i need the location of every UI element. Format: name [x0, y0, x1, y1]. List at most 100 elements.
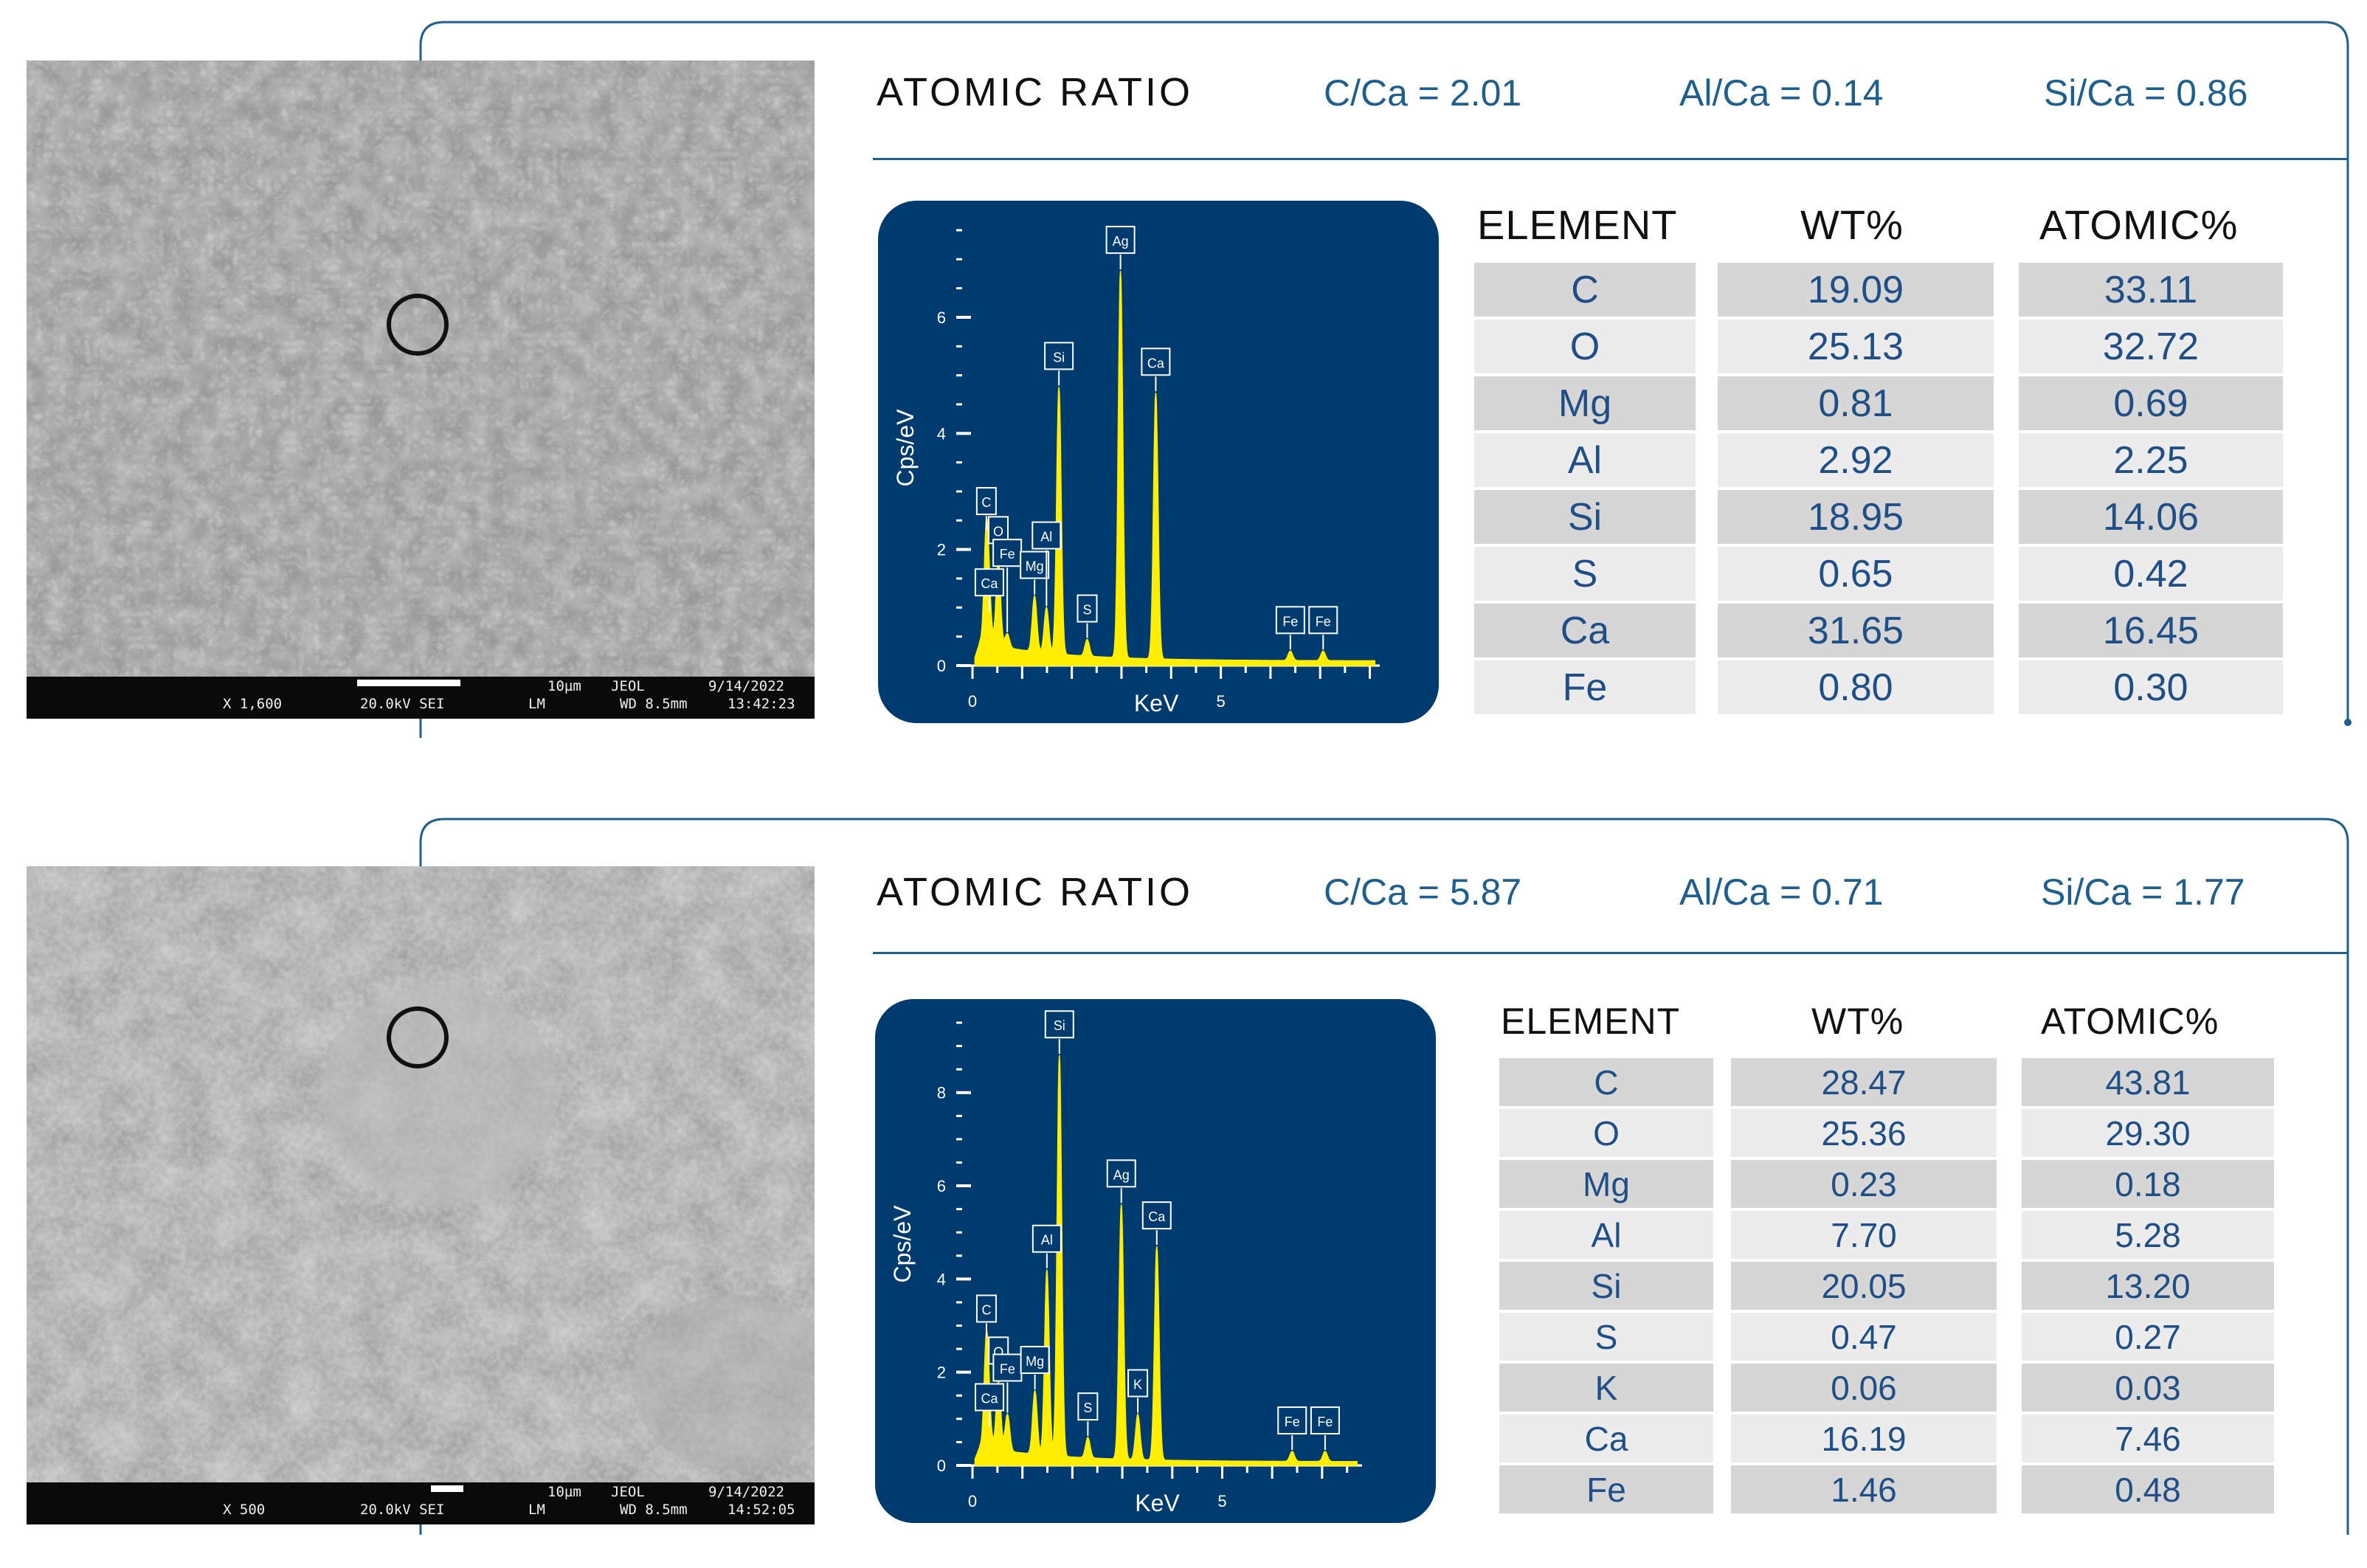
- sem-time: 13:42:23: [728, 696, 795, 712]
- wt-cell: 2.92: [1718, 433, 1994, 487]
- peak-label-box: [975, 1383, 1005, 1412]
- sem-kv: 20.0kV SEI: [360, 1502, 445, 1518]
- panel-1: X 1,600 20.0kV SEI 10µm JEOL LM WD 8.5mm…: [0, 0, 2367, 738]
- scale-bar: [431, 1485, 463, 1492]
- sem-kv: 20.0kV SEI: [360, 696, 445, 712]
- y-tick-label: 2: [937, 1364, 946, 1382]
- eds-spectrum: 0 2 4 6 8 0 5 KeV Cps/eV C O Ca Fe Mg Al Si S K Ag Ca Fe Fe: [875, 999, 1436, 1523]
- element-cell: C: [1474, 263, 1696, 317]
- peak-label-box: [1077, 594, 1098, 623]
- wt-cell: 18.95: [1718, 490, 1994, 544]
- peak-label: K: [1133, 1378, 1142, 1392]
- spectrum-trace: [974, 271, 1376, 666]
- table-header: ELEMENT: [1477, 201, 1678, 248]
- sem-databar: X 1,600 20.0kV SEI 10µm JEOL LM WD 8.5mm…: [27, 677, 815, 719]
- peak-label: Al: [1041, 1233, 1053, 1248]
- sem-databar: X 500 20.0kV SEI 10µm JEOL LM WD 8.5mm 9…: [27, 1482, 815, 1524]
- peak-label-box: [992, 1353, 1023, 1382]
- peak-label-box: [1077, 1392, 1099, 1421]
- sem-mode: LM: [528, 696, 545, 712]
- peak-label-box: [975, 1294, 997, 1323]
- ratio-si-ca: Si/Ca = 1.77: [2041, 871, 2245, 913]
- sem-scale: 10µm: [547, 1484, 581, 1500]
- sem-mode: LM: [528, 1502, 545, 1518]
- ratio-rule: [873, 952, 2349, 954]
- sem-date: 9/14/2022: [708, 678, 784, 694]
- wt-cell: 19.09: [1718, 263, 1994, 317]
- sem-vendor: JEOL: [611, 678, 645, 694]
- eds-spectrum: 0 2 4 6 0 5 KeV Cps/eV C O Ca Fe Mg Al Si S Ag Ca Fe Fe: [878, 201, 1439, 723]
- ratio-al-ca: Al/Ca = 0.71: [1679, 871, 1884, 913]
- peak-label-box: [1032, 1224, 1062, 1253]
- peak-label-box: [1105, 226, 1136, 255]
- peak-label-box: [1141, 1201, 1172, 1230]
- sem-vendor: JEOL: [611, 1484, 645, 1500]
- x-axis-label: KeV: [1135, 1490, 1180, 1516]
- y-tick-label: 4: [937, 1270, 946, 1288]
- atomic-cell: 33.11: [2019, 263, 2283, 317]
- peak-label: Ca: [1148, 1209, 1166, 1224]
- peak-label-box: [1275, 606, 1305, 635]
- peak-label-box: [975, 487, 997, 516]
- peak-label-box: [1020, 550, 1050, 579]
- ratio-rule: [873, 158, 2349, 160]
- wt-cell: 0.23: [1731, 1160, 1997, 1208]
- peak-label-box: [1106, 1159, 1136, 1188]
- y-tick-label: 0: [937, 657, 946, 675]
- y-tick-label: 6: [937, 308, 946, 327]
- sem-mag: X 1,600: [223, 696, 283, 712]
- probe-circle: [387, 1006, 449, 1068]
- peak-label-box: [1032, 521, 1062, 550]
- peak-label-box: [1127, 1369, 1149, 1398]
- sem-micrograph: [27, 61, 815, 677]
- sem-wd: WD 8.5mm: [620, 696, 688, 712]
- sem-micrograph: [27, 866, 815, 1482]
- connector-frame: [419, 818, 2349, 1535]
- peak-label-box: [1310, 1406, 1340, 1435]
- peak-label: Mg: [1026, 559, 1044, 574]
- y-tick-label: 8: [937, 1084, 946, 1102]
- atomic-cell: 14.06: [2019, 490, 2283, 544]
- element-cell: Ca: [1499, 1415, 1713, 1462]
- table-header: ELEMENT: [1501, 1001, 1681, 1042]
- element-cell: Si: [1474, 490, 1696, 544]
- atomic-cell: 0.30: [2019, 660, 2283, 714]
- element-cell: Mg: [1474, 376, 1696, 430]
- peak-label-box: [1044, 342, 1074, 370]
- element-cell: Al: [1499, 1211, 1713, 1259]
- atomic-cell: 0.27: [2022, 1313, 2274, 1361]
- table-header: ATOMIC%: [2041, 1001, 2219, 1042]
- y-tick-label: 0: [937, 1457, 946, 1475]
- atomic-cell: 2.25: [2019, 433, 2283, 487]
- atomic-cell: 13.20: [2022, 1262, 2274, 1310]
- peak-label: Fe: [1317, 1415, 1333, 1429]
- sem-wd: WD 8.5mm: [620, 1502, 688, 1518]
- peak-label: Al: [1040, 530, 1052, 545]
- peak-label-box: [1308, 606, 1338, 635]
- spectrum-trace: [974, 1055, 1358, 1466]
- peak-label-box: [1020, 1345, 1050, 1374]
- y-tick-label: 4: [937, 424, 946, 443]
- wt-cell: 0.80: [1718, 660, 1994, 714]
- element-cell: S: [1499, 1313, 1713, 1361]
- peak-label: S: [1083, 1401, 1092, 1415]
- peak-label: Si: [1054, 1018, 1065, 1033]
- atomic-cell: 0.42: [2019, 547, 2283, 601]
- element-cell: S: [1474, 547, 1696, 601]
- frame-end-dot: [2344, 719, 2352, 726]
- ratio-title: ATOMIC RATIO: [877, 870, 1194, 914]
- ratio-c-ca: C/Ca = 2.01: [1324, 72, 1522, 114]
- peak-label: Fe: [1282, 614, 1298, 629]
- element-cell: Al: [1474, 433, 1696, 487]
- y-tick-label: 2: [937, 541, 946, 559]
- peak-label: Ca: [981, 1391, 999, 1406]
- wt-cell: 25.13: [1718, 320, 1994, 373]
- element-cell: O: [1499, 1109, 1713, 1157]
- element-cell: Si: [1499, 1262, 1713, 1310]
- element-cell: Mg: [1499, 1160, 1713, 1208]
- peak-label: Fe: [1000, 1361, 1015, 1376]
- sem-date: 9/14/2022: [708, 1484, 784, 1500]
- atomic-cell: 5.28: [2022, 1211, 2274, 1259]
